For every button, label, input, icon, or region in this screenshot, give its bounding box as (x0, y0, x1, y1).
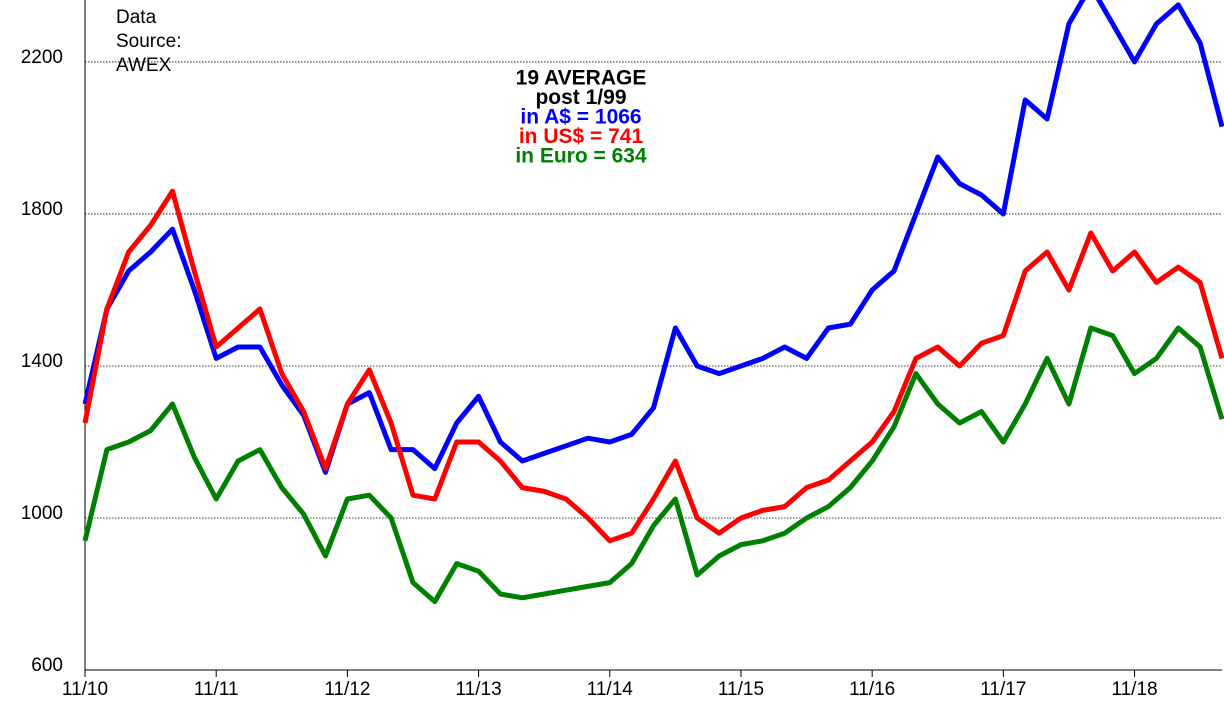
source-note: AWEX (116, 55, 172, 76)
x-tick-label: 11/18 (1111, 679, 1157, 700)
y-tick-label: 1400 (21, 351, 63, 372)
source-note: Source: (116, 31, 181, 52)
y-tick-label: 600 (31, 655, 63, 676)
x-tick-label: 11/13 (456, 679, 502, 700)
series-line (82, 188, 1224, 544)
annotation: 19 AVERAGE (516, 67, 647, 90)
annotation: post 1/99 (535, 86, 626, 109)
annotation: in Euro = 634 (515, 145, 647, 168)
x-tick-label: 11/17 (980, 679, 1026, 700)
source-note: Data (116, 7, 157, 28)
y-tick-label: 2200 (21, 47, 63, 68)
annotation: in US$ = 741 (519, 125, 644, 148)
y-tick-label: 1800 (21, 199, 63, 220)
series-line (82, 0, 1224, 475)
x-tick-label: 11/16 (849, 679, 895, 700)
x-tick-label: 11/10 (62, 679, 108, 700)
x-tick-label: 11/12 (324, 679, 370, 700)
series-line (82, 325, 1224, 605)
x-tick-label: 11/11 (194, 679, 239, 700)
x-tick-label: 11/14 (587, 679, 634, 700)
x-tick-label: 11/15 (718, 679, 764, 700)
y-tick-label: 1000 (21, 503, 63, 524)
annotation: in A$ = 1066 (520, 106, 641, 129)
